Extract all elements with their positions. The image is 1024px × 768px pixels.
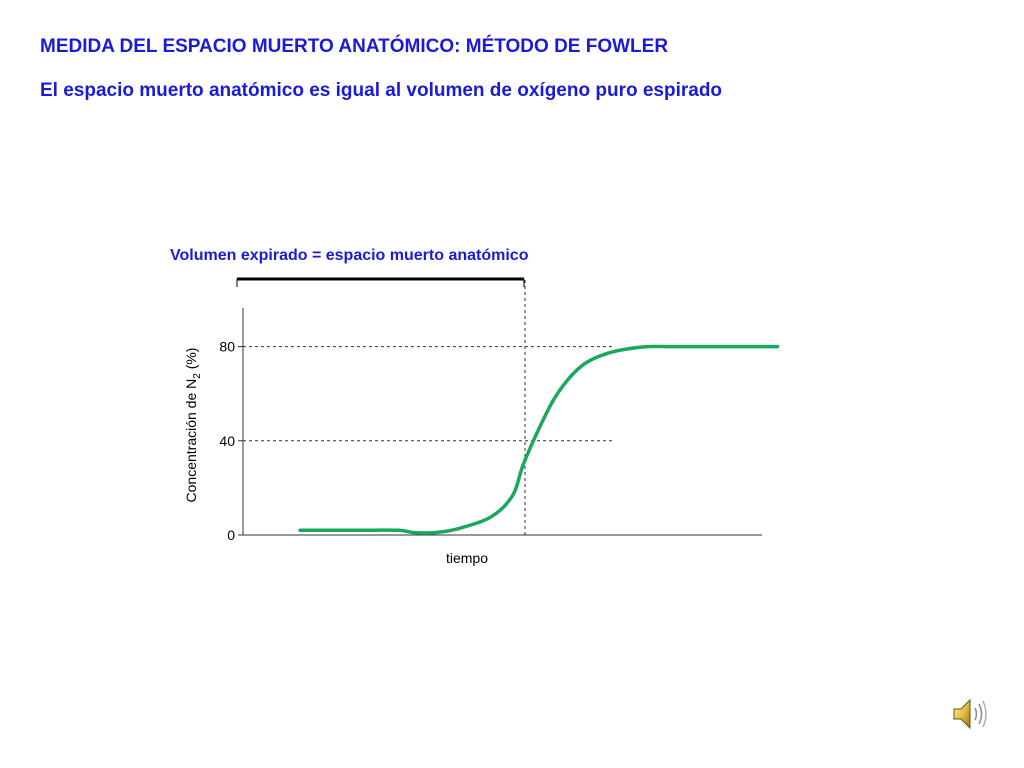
speaker-icon[interactable] [948,696,990,732]
y-axis-label: Concentración de N2 (%) [183,348,203,503]
y-tick-label-0: 0 [227,527,235,543]
y-tick-label-80: 80 [219,339,235,355]
y-tick-label-40: 40 [219,433,235,449]
slide-subtitle: El espacio muerto anatómico es igual al … [40,80,723,101]
series-line-0 [298,344,780,535]
slide-title: MEDIDA DEL ESPACIO MUERTO ANATÓMICO: MÉT… [40,36,669,57]
annotation-label: Volumen expirado = espacio muerto anatóm… [170,247,529,264]
x-axis-label: tiempo [446,550,488,566]
